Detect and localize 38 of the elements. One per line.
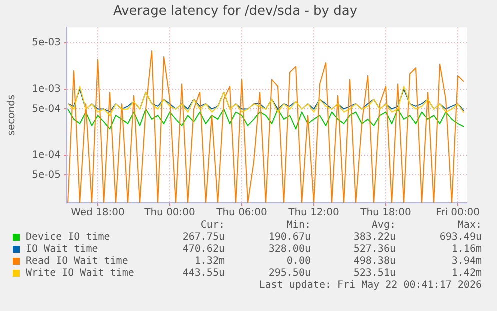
x-tick-label: Thu 12:00 bbox=[288, 208, 340, 219]
text: 328.00u bbox=[268, 244, 311, 255]
text: 190.67u bbox=[268, 232, 311, 243]
text: Max: bbox=[458, 220, 482, 231]
y-tick-label: 5e-03 bbox=[32, 38, 61, 49]
text: 443.55u bbox=[182, 268, 225, 279]
y-tick-label: 1e-03 bbox=[32, 84, 61, 95]
text: 498.38u bbox=[354, 256, 396, 267]
legend-label: Read IO Wait time bbox=[26, 256, 128, 267]
text: Avg: bbox=[372, 220, 396, 231]
text: 295.50u bbox=[268, 268, 311, 279]
text: 3.94m bbox=[452, 256, 482, 267]
text: 1.16m bbox=[452, 244, 482, 255]
text: 1.32m bbox=[194, 256, 225, 267]
text: Min: bbox=[286, 220, 311, 231]
text: 1.42m bbox=[452, 268, 482, 279]
y-tick-label: 5e-04 bbox=[32, 104, 61, 115]
legend-label: Write IO Wait time bbox=[26, 268, 134, 279]
text: 383.22u bbox=[354, 232, 396, 243]
text: 693.49u bbox=[440, 232, 482, 243]
text: Cur: bbox=[200, 220, 225, 231]
x-tick-label: Thu 06:00 bbox=[216, 208, 268, 219]
y-axis-title: seconds bbox=[6, 94, 18, 136]
x-tick-label: Wed 18:00 bbox=[71, 208, 125, 219]
legend-label: Device IO time bbox=[26, 232, 110, 243]
x-tick-label: Fri 00:00 bbox=[436, 208, 480, 219]
text: Last update: Fri May 22 00:41:17 2026 bbox=[258, 280, 482, 291]
text: 0.00 bbox=[286, 256, 311, 267]
x-tick-label: Thu 00:00 bbox=[144, 208, 196, 219]
text: 470.62u bbox=[182, 244, 225, 255]
legend-label: IO Wait time bbox=[26, 244, 98, 255]
y-tick-label: 5e-05 bbox=[32, 170, 61, 181]
chart-title: Average latency for /dev/sda - by day bbox=[113, 4, 358, 20]
x-tick-label: Thu 18:00 bbox=[360, 208, 412, 219]
y-tick-label: 1e-04 bbox=[32, 150, 61, 161]
text: 523.51u bbox=[354, 268, 396, 279]
text: 527.36u bbox=[354, 244, 396, 255]
text: 267.75u bbox=[182, 232, 225, 243]
